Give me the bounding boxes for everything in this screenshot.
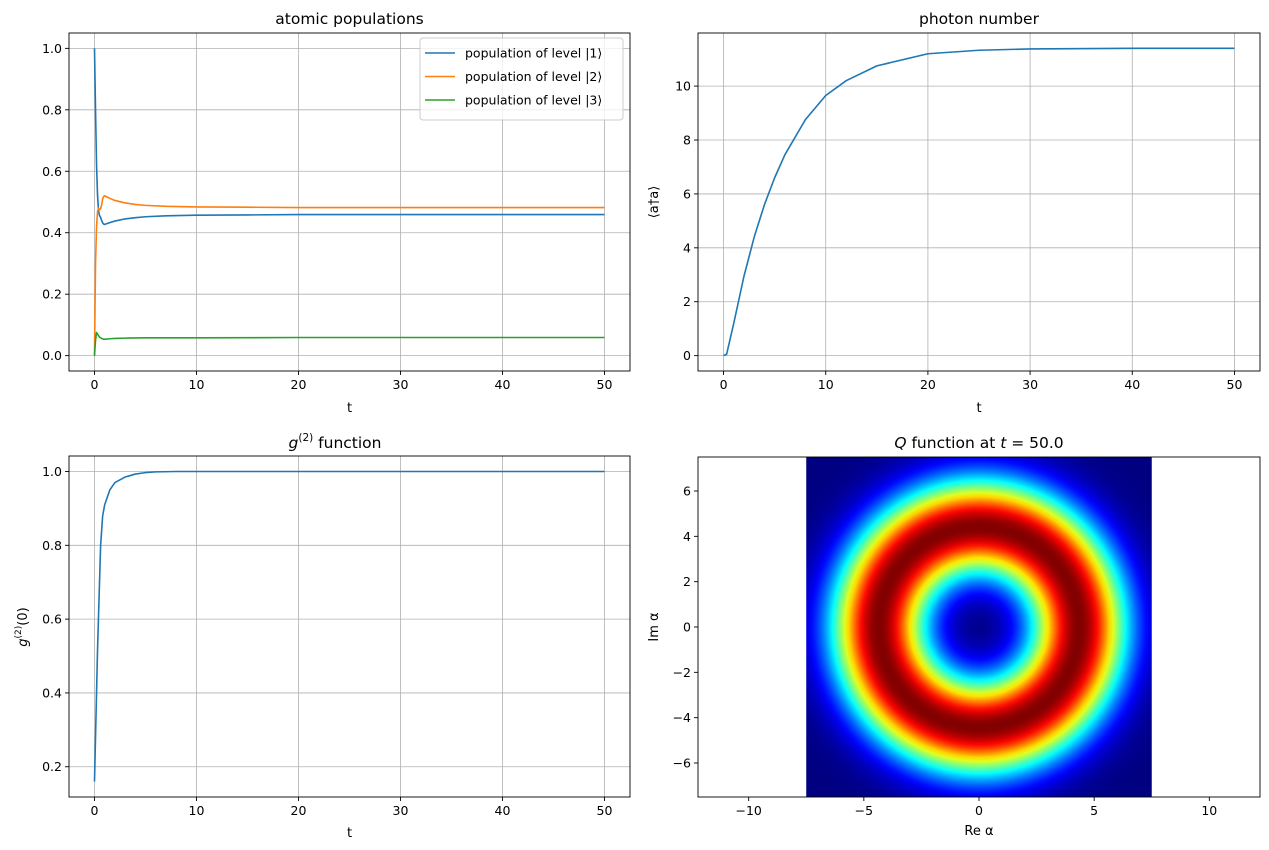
legend-label: population of level |3⟩ [465, 93, 602, 108]
series-line-1 [93, 48, 605, 226]
chart-title: Q function at t = 50.0 [894, 434, 1063, 452]
x-tick-label: 40 [495, 377, 511, 392]
legend: population of level |1⟩ population of lev… [419, 37, 624, 121]
x-tick-label: 0 [91, 377, 99, 392]
series-lines [93, 48, 605, 356]
y-tick-label: 10 [675, 79, 691, 94]
legend-label: population of level |1⟩ [465, 46, 602, 61]
y-tick-label: −2 [673, 665, 691, 680]
x-tick-label: 10 [1201, 803, 1217, 818]
y-tick-label: 0.6 [42, 164, 62, 179]
x-axis-label: t [976, 401, 981, 416]
x-axis-label: t [347, 401, 352, 416]
x-tick-label: 40 [495, 803, 511, 818]
q-function-heatmap [806, 457, 1152, 797]
x-axis-label: Re α [964, 824, 993, 839]
x-tick-label: 30 [393, 803, 409, 818]
series-line-1 [723, 47, 1235, 357]
y-tick-label: 0 [683, 620, 691, 635]
y-tick-label: 2 [683, 294, 691, 309]
series-line-3 [93, 331, 605, 356]
x-tick-label: 50 [597, 377, 613, 392]
title-superscript: (2) [298, 432, 313, 444]
legend-label: population of level |2⟩ [465, 69, 602, 84]
populations-panel: 0 10 20 30 40 50 0.0 0.2 0.4 0.6 0.8 1.0 atomic pop… [42, 10, 631, 416]
photon-number-panel: 0 10 20 30 40 50 0 2 4 6 8 10 photon number t ⟨a†a⟩ [647, 10, 1261, 416]
axes-frame [697, 32, 1261, 372]
y-tick-label: −4 [673, 710, 691, 725]
series-lines [93, 470, 605, 782]
x-tick-label: −10 [735, 803, 761, 818]
chart-title: atomic populations [275, 10, 423, 28]
chart-title: photon number [919, 10, 1040, 28]
axes-frame [68, 32, 631, 372]
chart-title: g(2) function [289, 432, 382, 452]
ticks: 0 10 20 30 40 50 0 2 4 6 8 10 [675, 79, 1242, 392]
y-tick-label: 4 [683, 240, 691, 255]
y-tick-label: 0.8 [42, 538, 62, 553]
y-tick-label: 0 [683, 348, 691, 363]
x-tick-label: 20 [291, 377, 307, 392]
x-tick-label: 10 [189, 377, 205, 392]
x-tick-label: 10 [818, 377, 834, 392]
y-tick-label: 1.0 [42, 464, 62, 479]
ticks: 0 10 20 30 40 50 0.2 0.4 0.6 0.8 1.0 [42, 464, 612, 818]
x-tick-label: 50 [597, 803, 613, 818]
x-tick-label: −5 [855, 803, 873, 818]
x-tick-label: 30 [393, 377, 409, 392]
y-tick-label: 1.0 [42, 41, 62, 56]
y-tick-label: 0.4 [42, 685, 62, 700]
series-lines [723, 47, 1235, 357]
plot-area [698, 33, 1260, 371]
axes-frame [68, 455, 631, 798]
series-line-2 [93, 195, 605, 356]
y-tick-label: 0.2 [42, 759, 62, 774]
x-tick-label: 0 [91, 803, 99, 818]
series-line-1 [93, 470, 605, 782]
y-tick-label: 0.2 [42, 287, 62, 302]
plot-area [69, 456, 630, 797]
y-tick-label: 2 [683, 574, 691, 589]
x-axis-label: t [347, 826, 352, 841]
ticks: −10 −5 0 5 10 −6 −4 −2 0 2 4 6 [673, 484, 1218, 819]
q-function-panel: −10 −5 0 5 10 −6 −4 −2 0 2 4 6 Q function at t = 50… [647, 434, 1261, 839]
x-tick-label: 20 [291, 803, 307, 818]
y-tick-label: 6 [683, 186, 691, 201]
legend-box [419, 37, 624, 121]
x-tick-label: 0 [975, 803, 983, 818]
y-tick-label: 0.0 [42, 348, 62, 363]
y-tick-label: 0.6 [42, 612, 62, 627]
g2-function-panel: 0 10 20 30 40 50 0.2 0.4 0.6 0.8 1.0 g(2) function… [14, 432, 631, 841]
y-tick-label: 6 [683, 484, 691, 499]
x-tick-label: 5 [1090, 803, 1098, 818]
y-tick-label: −6 [673, 756, 691, 771]
y-axis-label: g(2)(0) [14, 607, 31, 646]
y-axis-label: Im α [647, 612, 662, 641]
x-tick-label: 0 [720, 377, 728, 392]
x-tick-label: 20 [920, 377, 936, 392]
ticks: 0 10 20 30 40 50 0.0 0.2 0.4 0.6 0.8 1.0 [42, 41, 612, 392]
y-tick-label: 4 [683, 529, 691, 544]
x-tick-label: 40 [1124, 377, 1140, 392]
x-tick-label: 50 [1227, 377, 1243, 392]
x-tick-label: 30 [1022, 377, 1038, 392]
y-tick-label: 0.8 [42, 102, 62, 117]
y-tick-label: 8 [683, 133, 691, 148]
y-tick-label: 0.4 [42, 225, 62, 240]
x-tick-label: 10 [189, 803, 205, 818]
gridlines [698, 33, 1260, 371]
y-axis-label: ⟨a†a⟩ [647, 186, 662, 219]
